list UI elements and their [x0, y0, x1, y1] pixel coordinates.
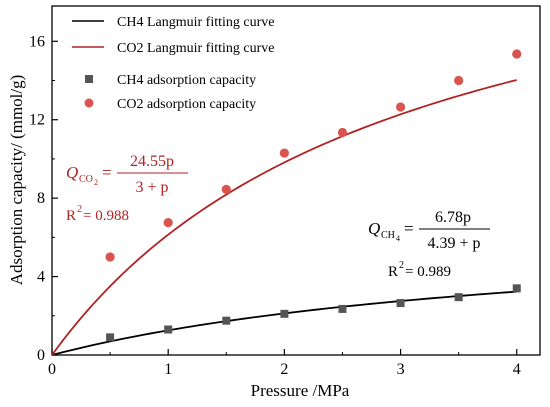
- ch4-q-symbol: Q: [368, 219, 380, 238]
- co2-q-subscript: CO: [79, 174, 93, 185]
- x-tick-label: 2: [280, 361, 288, 378]
- y-tick-label: 8: [37, 190, 45, 207]
- ch4-numerator: 6.78p: [435, 209, 471, 226]
- co2-data-point: [163, 218, 173, 228]
- x-tick-label: 0: [48, 361, 56, 378]
- co2-q-symbol: Q: [66, 163, 78, 182]
- ch4-denominator: 4.39 + p: [427, 235, 480, 252]
- co2-equals: =: [102, 163, 112, 182]
- co2-numerator: 24.55p: [130, 153, 174, 170]
- x-tick-label: 4: [513, 361, 521, 378]
- y-tick-label: 12: [29, 112, 45, 129]
- ch4-data-point: [106, 333, 115, 342]
- y-tick-label: 0: [37, 347, 45, 364]
- x-tick-label: 3: [397, 361, 405, 378]
- legend: CH4 Langmuir fitting curve CO2 Langmuir …: [72, 15, 274, 112]
- co2-formula: Q CO 2 = 24.55p 3 + p R 2 = 0.988: [66, 153, 188, 224]
- fit-curve-line: [51, 79, 517, 356]
- ch4-r2-value: = 0.989: [405, 264, 451, 280]
- y-tick-label: 16: [29, 33, 45, 50]
- plot-frame: [51, 5, 541, 356]
- fit-curve-line: [51, 290, 517, 356]
- co2-data-point: [105, 252, 115, 262]
- co2-data-point: [395, 102, 406, 112]
- ch4-q-subscript: CH: [381, 230, 395, 241]
- ch4-data-point: [280, 309, 289, 318]
- co2-q-subscript-2: 2: [94, 178, 98, 187]
- ch4-data-point: [396, 299, 405, 308]
- co2-data-point: [221, 184, 231, 194]
- co2-r2-label: R: [66, 208, 76, 224]
- legend-co2-points-label: CO2 adsorption capacity: [117, 97, 256, 112]
- x-axis-title: Pressure /MPa: [251, 381, 350, 400]
- x-tick-label: 1: [164, 361, 172, 378]
- legend-co2-marker: [84, 98, 94, 108]
- ch4-formula: Q CH 4 = 6.78p 4.39 + p R 2 = 0.989: [368, 209, 490, 280]
- co2-data-point: [454, 75, 464, 86]
- legend-co2-curve-label: CO2 Langmuir fitting curve: [117, 41, 274, 56]
- ch4-r2-label: R: [388, 264, 398, 280]
- legend-ch4-points-label: CH4 adsorption capacity: [117, 73, 256, 88]
- co2-r2-sup: 2: [77, 204, 82, 215]
- co2-denominator: 3 + p: [135, 179, 168, 196]
- ch4-data-point: [338, 304, 347, 313]
- y-tick-label: 4: [37, 269, 45, 286]
- ch4-r2-sup: 2: [399, 260, 404, 271]
- co2-data-point: [279, 148, 289, 158]
- ch4-data-point: [164, 325, 173, 334]
- ch4-data-point: [222, 316, 231, 325]
- ch4-data-point: [512, 284, 521, 293]
- ch4-equals: =: [404, 219, 414, 238]
- y-axis-title: Adsorption capacity/ (mmol/g): [7, 75, 26, 286]
- ch4-data-point: [454, 293, 463, 302]
- data-points: [105, 49, 522, 342]
- ch4-q-subscript-2: 4: [396, 234, 400, 243]
- legend-ch4-curve-label: CH4 Langmuir fitting curve: [117, 15, 274, 30]
- co2-data-point: [512, 49, 522, 59]
- legend-ch4-marker: [85, 75, 93, 83]
- co2-r2-value: = 0.988: [83, 208, 129, 224]
- co2-data-point: [337, 127, 348, 138]
